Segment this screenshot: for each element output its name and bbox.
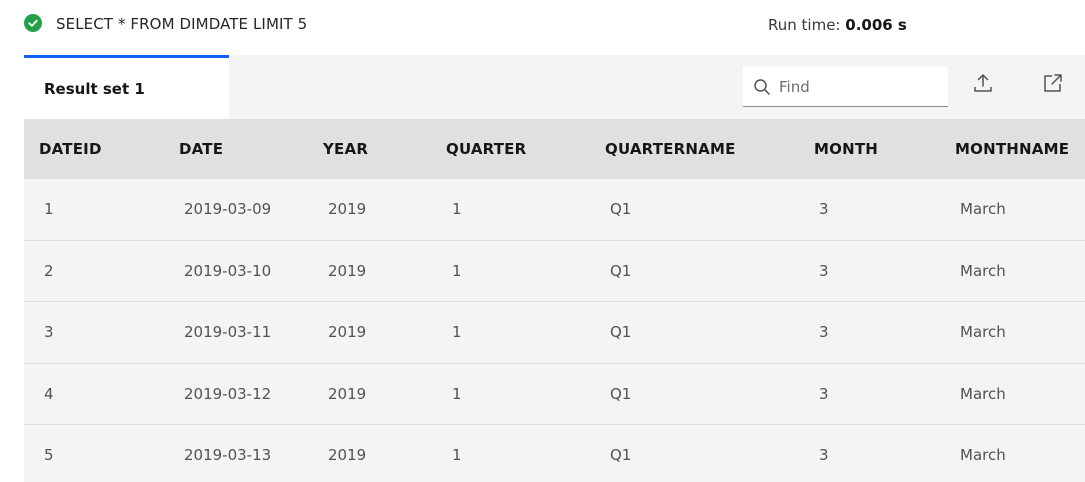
- upload-icon: [972, 72, 994, 98]
- table-cell: 3: [819, 200, 829, 218]
- table-cell: 2: [44, 261, 54, 280]
- table-cell: March: [960, 200, 1006, 218]
- table-cell: 2019-03-12: [184, 384, 272, 403]
- table-header: DATEID DATE YEAR QUARTER QUARTERNAME MON…: [24, 119, 1085, 179]
- table-cell: 5: [44, 446, 54, 465]
- table-cell: Q1: [610, 384, 632, 403]
- table-cell: 2019: [328, 384, 367, 403]
- run-time: Run time: 0.006 s: [768, 16, 907, 34]
- run-time-value: 0.006 s: [845, 16, 907, 34]
- table-cell: 1: [452, 200, 462, 218]
- table-cell: 2019: [328, 200, 367, 218]
- table-cell: 1: [452, 384, 462, 403]
- table-cell: March: [960, 261, 1006, 280]
- popout-button[interactable]: [1037, 69, 1069, 101]
- export-button[interactable]: [967, 69, 999, 101]
- table-cell: Q1: [610, 323, 632, 342]
- column-header-quarter[interactable]: QUARTER: [446, 140, 527, 158]
- success-checkmark-icon: [24, 14, 42, 32]
- tab-label: Result set 1: [44, 80, 145, 98]
- query-header: SELECT * FROM DIMDATE LIMIT 5 Run time: …: [0, 0, 1085, 55]
- table-cell: 3: [819, 323, 829, 342]
- table-row[interactable]: 3 2019-03-11 2019 1 Q1 3 March: [24, 302, 1085, 364]
- find-search-box[interactable]: [743, 67, 948, 107]
- result-table: DATEID DATE YEAR QUARTER QUARTERNAME MON…: [24, 119, 1085, 482]
- sql-query-text: SELECT * FROM DIMDATE LIMIT 5: [56, 15, 308, 33]
- table-cell: 3: [819, 261, 829, 280]
- column-header-monthname[interactable]: MONTHNAME: [955, 140, 1070, 158]
- search-icon: [753, 78, 771, 100]
- table-cell: 2019-03-09: [184, 200, 272, 218]
- table-row[interactable]: 1 2019-03-09 2019 1 Q1 3 March: [24, 179, 1085, 241]
- column-header-quartername[interactable]: QUARTERNAME: [605, 140, 736, 158]
- result-toolbar: [229, 55, 1085, 119]
- result-panel: Result set 1 DATEID DATE YEAR QUARTER QU…: [24, 55, 1085, 482]
- table-cell: Q1: [610, 200, 632, 218]
- table-cell: March: [960, 323, 1006, 342]
- run-time-label: Run time:: [768, 16, 841, 34]
- launch-icon: [1042, 72, 1064, 98]
- tab-result-set-1[interactable]: Result set 1: [24, 55, 229, 119]
- column-header-month[interactable]: MONTH: [814, 140, 879, 158]
- table-cell: March: [960, 384, 1006, 403]
- table-cell: 4: [44, 384, 54, 403]
- table-row[interactable]: 2 2019-03-10 2019 1 Q1 3 March: [24, 241, 1085, 303]
- column-header-year[interactable]: YEAR: [323, 140, 369, 158]
- table-cell: 3: [819, 446, 829, 465]
- table-cell: 2019: [328, 446, 367, 465]
- table-cell: Q1: [610, 446, 632, 465]
- table-row[interactable]: 5 2019-03-13 2019 1 Q1 3 March: [24, 425, 1085, 482]
- table-cell: 1: [44, 200, 54, 218]
- table-cell: 3: [44, 323, 54, 342]
- find-input[interactable]: [779, 75, 939, 99]
- column-header-dateid[interactable]: DATEID: [39, 140, 102, 158]
- table-cell: 2019: [328, 323, 367, 342]
- table-cell: 3: [819, 384, 829, 403]
- table-cell: 2019-03-10: [184, 261, 272, 280]
- column-header-date[interactable]: DATE: [179, 140, 224, 158]
- table-cell: 2019-03-13: [184, 446, 272, 465]
- table-cell: Q1: [610, 261, 632, 280]
- table-cell: March: [960, 446, 1006, 465]
- table-cell: 2019-03-11: [184, 323, 272, 342]
- table-cell: 1: [452, 261, 462, 280]
- table-row[interactable]: 4 2019-03-12 2019 1 Q1 3 March: [24, 364, 1085, 426]
- table-cell: 1: [452, 446, 462, 465]
- table-cell: 2019: [328, 261, 367, 280]
- table-cell: 1: [452, 323, 462, 342]
